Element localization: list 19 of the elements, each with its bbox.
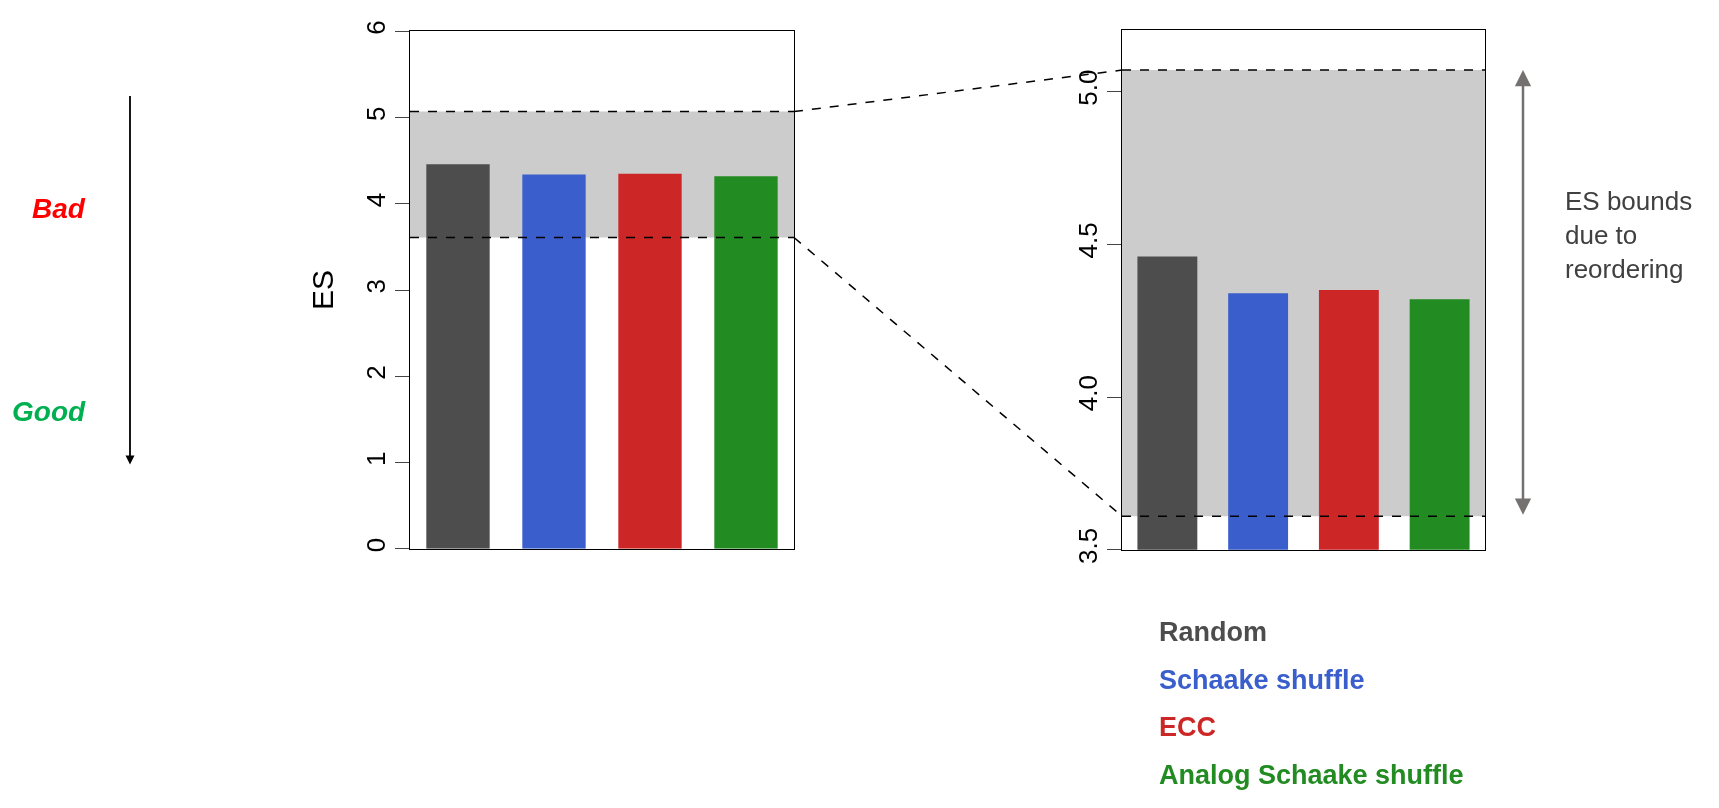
y-tick-label: 6: [360, 20, 391, 35]
y-tick-label: 4: [360, 192, 391, 208]
text: Good: [12, 396, 86, 427]
y-tick-label: 3: [360, 278, 391, 294]
y-tick-label: 0: [360, 537, 391, 553]
text: ECC: [1159, 712, 1217, 742]
y-tick-label: 5.0: [1072, 69, 1103, 106]
series-label: Random: [1159, 617, 1267, 647]
y-tick-label: 4.5: [1072, 222, 1103, 259]
y-tick-label: 1: [360, 451, 391, 466]
text: Bad: [32, 193, 86, 224]
y-axis-title: ES: [305, 270, 339, 311]
y-tick-label: 2: [360, 365, 391, 380]
text: ES bounds due to reordering: [1565, 186, 1693, 284]
series-label: Schaake shuffle: [1159, 665, 1365, 695]
y-tick-label: 5: [360, 106, 391, 121]
y-tick-label: 3.5: [1072, 527, 1103, 564]
series-label: Analog Schaake shuffle: [1159, 760, 1464, 790]
y-tick-label: 4.0: [1072, 375, 1103, 412]
